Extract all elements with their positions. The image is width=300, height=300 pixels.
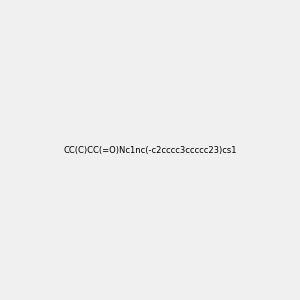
Text: CC(C)CC(=O)Nc1nc(-c2cccc3ccccc23)cs1: CC(C)CC(=O)Nc1nc(-c2cccc3ccccc23)cs1 [63, 146, 237, 154]
